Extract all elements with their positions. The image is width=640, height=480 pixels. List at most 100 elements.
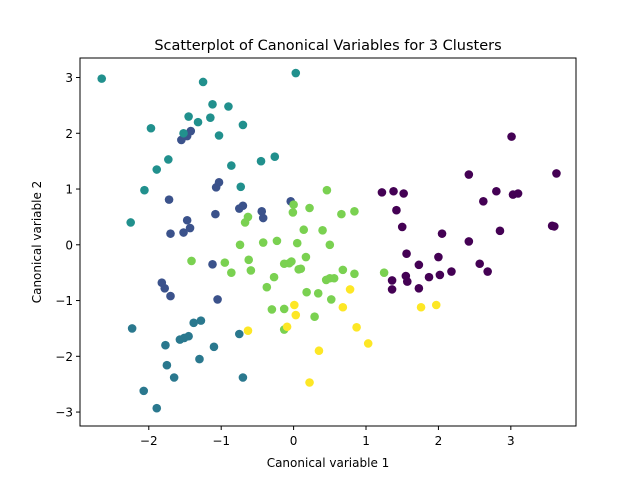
data-point — [305, 378, 314, 387]
data-point — [177, 135, 186, 145]
data-point — [314, 346, 324, 356]
data-point — [350, 207, 359, 216]
data-point — [338, 265, 348, 275]
data-point — [377, 188, 387, 197]
data-point — [434, 252, 443, 262]
y-tick-label: 3 — [65, 71, 73, 85]
data-point — [291, 310, 301, 320]
data-point — [318, 225, 327, 235]
data-point — [399, 189, 408, 198]
data-point — [257, 207, 267, 216]
x-tick-label: 0 — [290, 434, 298, 448]
data-point — [139, 386, 149, 396]
data-point — [305, 203, 314, 213]
data-point — [292, 238, 302, 248]
data-point — [209, 342, 219, 352]
data-point — [238, 373, 248, 382]
y-axis: −3 −2 −1 0 1 2 3 — [55, 71, 80, 420]
x-tick-label: 1 — [362, 434, 370, 448]
data-point — [387, 276, 397, 285]
x-axis: −2 −1 0 1 2 3 — [140, 426, 515, 448]
x-axis-label: Canonical variable 1 — [267, 456, 390, 470]
data-point — [291, 68, 301, 78]
data-point — [322, 185, 332, 195]
data-point — [256, 156, 266, 166]
data-point — [479, 197, 488, 206]
data-point — [206, 113, 215, 122]
data-point — [464, 170, 474, 179]
data-point — [220, 258, 230, 267]
data-point — [447, 267, 456, 276]
data-point — [152, 403, 162, 413]
data-point — [246, 266, 256, 275]
data-point — [402, 277, 412, 286]
data-point — [214, 178, 224, 187]
data-point — [243, 212, 253, 222]
data-point — [416, 302, 426, 312]
data-point — [387, 285, 397, 294]
data-point — [270, 152, 280, 161]
data-point — [238, 201, 248, 211]
data-point — [214, 131, 224, 140]
data-point — [196, 316, 206, 325]
data-point — [379, 268, 389, 277]
data-point — [287, 257, 296, 266]
data-point — [464, 237, 474, 246]
data-point — [169, 373, 179, 382]
data-point — [238, 120, 248, 130]
data-point — [299, 225, 309, 235]
data-point — [326, 295, 336, 304]
data-point — [345, 285, 355, 294]
data-point — [279, 304, 289, 314]
data-point — [352, 323, 361, 332]
data-point — [208, 99, 217, 109]
data-point — [290, 300, 299, 310]
data-point — [301, 252, 311, 262]
data-point — [329, 273, 339, 283]
data-point — [495, 226, 505, 236]
data-point — [164, 195, 174, 204]
data-point — [267, 305, 277, 314]
data-point — [166, 229, 175, 238]
data-point — [236, 182, 246, 192]
data-point — [127, 324, 137, 333]
chart-title: Scatterplot of Canonical Variables for 3… — [154, 38, 501, 54]
data-point — [414, 260, 424, 270]
data-point — [160, 283, 170, 293]
x-tick-label: 3 — [507, 434, 515, 448]
data-point — [97, 74, 107, 83]
data-point — [513, 189, 523, 198]
y-tick-label: 1 — [65, 183, 73, 197]
data-point — [549, 222, 559, 231]
y-axis-label: Canonical variable 2 — [30, 181, 44, 304]
data-point — [258, 238, 268, 247]
data-point — [313, 289, 323, 298]
data-point — [244, 255, 254, 265]
x-tick-label: 2 — [435, 434, 443, 448]
data-point — [350, 269, 359, 279]
data-point — [397, 222, 407, 232]
y-tick-label: 0 — [65, 238, 73, 252]
data-point — [179, 228, 188, 237]
data-point — [475, 259, 485, 269]
data-point — [189, 318, 198, 328]
x-tick-label: −1 — [212, 434, 230, 448]
x-tick-label: −2 — [140, 434, 158, 448]
y-tick-label: 2 — [65, 127, 73, 141]
data-point — [166, 291, 175, 301]
data-point — [187, 256, 196, 266]
data-point — [269, 272, 279, 282]
data-point — [338, 302, 348, 312]
y-tick-label: −3 — [55, 406, 73, 420]
data-point — [185, 223, 195, 233]
data-point — [262, 282, 272, 292]
data-point — [282, 322, 292, 332]
data-point — [402, 249, 411, 259]
data-point — [392, 205, 401, 215]
data-point — [213, 295, 222, 304]
data-point — [325, 240, 335, 250]
data-point — [184, 331, 193, 341]
data-point — [140, 185, 149, 195]
